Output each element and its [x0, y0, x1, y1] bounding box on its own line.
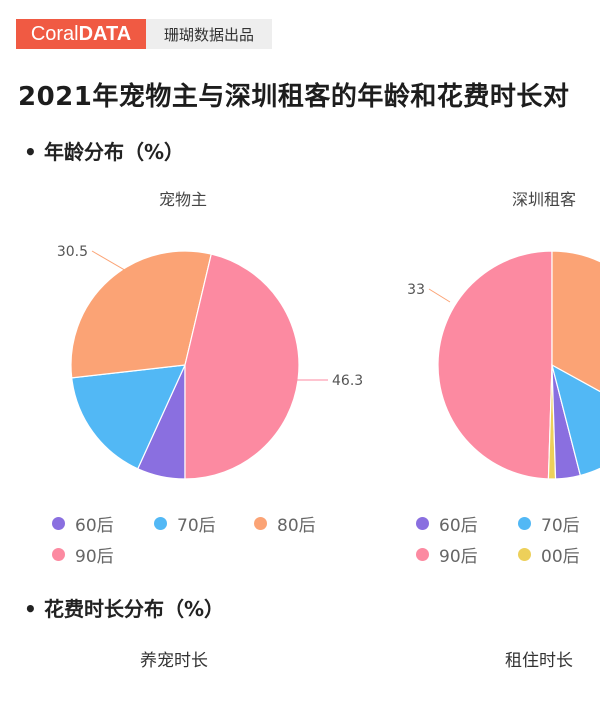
data-label-80后: 33 — [407, 282, 425, 298]
legend-item-00s-right: 00后 — [518, 542, 580, 567]
bullet-icon: • — [24, 597, 37, 621]
pie-slice-70后 — [551, 363, 600, 477]
legend-item-60s-left: 60后 — [52, 511, 114, 536]
chart-title-pet-owners: 宠物主 — [159, 190, 208, 209]
legend-item-80s-left: 80后 — [254, 511, 316, 536]
data-label-leader-line — [91, 250, 129, 273]
legend-label-70s: 70后 — [541, 516, 580, 536]
legend-swatch-90s — [52, 548, 65, 561]
pie-slice-80后 — [70, 250, 212, 379]
subtitle-pet-duration: 养宠时长 — [140, 651, 208, 671]
legend-label-90s: 90后 — [439, 547, 478, 567]
coraldata-logo: Coral DATA — [16, 19, 146, 49]
legend-label-70s: 70后 — [177, 516, 216, 536]
page-title: 2021年宠物主与深圳租客的年龄和花费时长对 — [18, 82, 570, 112]
legend-item-70s-right: 70后 — [518, 511, 580, 536]
pie-data-labels: 30.5 46.3 33 — [57, 244, 451, 389]
pie-slice-90后 — [184, 253, 300, 480]
subtitle-rent-duration: 租住时长 — [505, 651, 573, 671]
section-time-heading: • 花费时长分布（%） — [24, 593, 224, 622]
pie-slice-70后 — [71, 364, 186, 470]
legend-swatch-70s — [518, 517, 531, 530]
data-label-90后: 46.3 — [332, 373, 363, 389]
legend-item-90s-left: 90后 — [52, 542, 114, 567]
legend-label-90s: 90后 — [75, 547, 114, 567]
legend-swatch-70s — [154, 517, 167, 530]
section-time-label: 花费时长分布（%） — [44, 597, 225, 621]
pie-chart-pet-owners — [70, 250, 300, 480]
data-label-80后: 30.5 — [57, 244, 88, 260]
bullet-icon: • — [24, 140, 37, 164]
brand-bar: Coral DATA 珊瑚数据出品 — [16, 19, 273, 49]
legend-swatch-00s — [518, 548, 531, 561]
legend-swatch-60s — [416, 517, 429, 530]
data-label-leader-line — [428, 288, 451, 303]
legend-swatch-80s — [254, 517, 267, 530]
pie-slice-90后 — [437, 250, 553, 480]
legend-item-90s-right: 90后 — [416, 542, 478, 567]
legend-label-60s: 60后 — [439, 516, 478, 536]
legend-label-80s: 80后 — [277, 516, 316, 536]
logo-text-light: Coral — [30, 22, 79, 45]
legend-swatch-60s — [52, 517, 65, 530]
legend-swatch-90s — [416, 548, 429, 561]
section-age-heading: • 年龄分布（%） — [24, 136, 184, 165]
legend-label-60s: 60后 — [75, 516, 114, 536]
chart-title-shenzhen-renters: 深圳租客 — [512, 190, 577, 209]
legend-item-70s-left: 70后 — [154, 511, 216, 536]
legend-label-00s: 00后 — [541, 547, 580, 567]
logo-text-bold: DATA — [78, 22, 132, 45]
legend-item-60s-right: 60后 — [416, 511, 478, 536]
pie-chart-shenzhen-renters — [437, 250, 600, 480]
pie-slice-80后 — [551, 250, 600, 393]
brand-tagline: 珊瑚数据出品 — [146, 19, 273, 49]
section-age-label: 年龄分布（%） — [44, 140, 185, 164]
